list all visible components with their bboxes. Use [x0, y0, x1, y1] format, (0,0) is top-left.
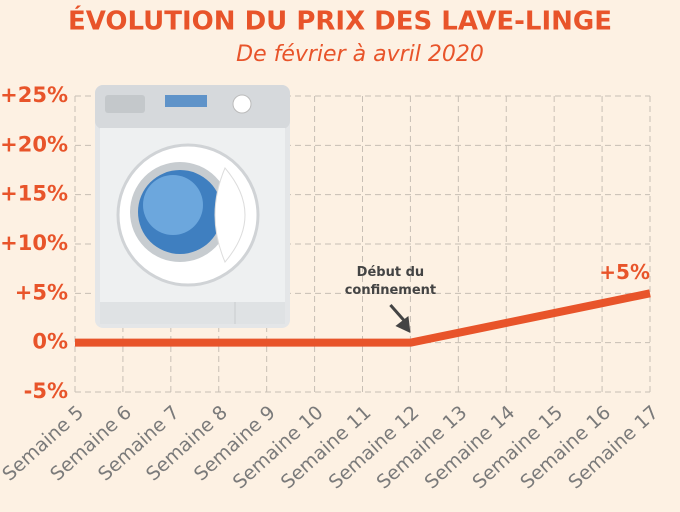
y-tick-label: +20% — [0, 132, 68, 156]
y-tick-label: +5% — [15, 280, 68, 304]
y-tick-label: +10% — [0, 231, 68, 255]
y-tick-label: +25% — [0, 83, 68, 107]
annotation-line: Début du — [357, 265, 424, 280]
annotation-line: confinement — [345, 283, 436, 298]
washing-machine — [95, 85, 290, 328]
y-tick-label: 0% — [32, 330, 68, 354]
annotation-arrowhead — [395, 316, 411, 333]
annotation: Début du confinement — [345, 265, 436, 298]
annotation-arrow — [389, 304, 407, 323]
y-tick-label: +15% — [0, 182, 68, 206]
chart-title: ÉVOLUTION DU PRIX DES LAVE-LINGE — [68, 5, 612, 37]
chart-subtitle: De février à avril 2020 — [236, 42, 484, 67]
value-label: +5% — [599, 260, 650, 284]
data-line — [75, 289, 651, 347]
y-tick-label: -5% — [24, 379, 68, 403]
